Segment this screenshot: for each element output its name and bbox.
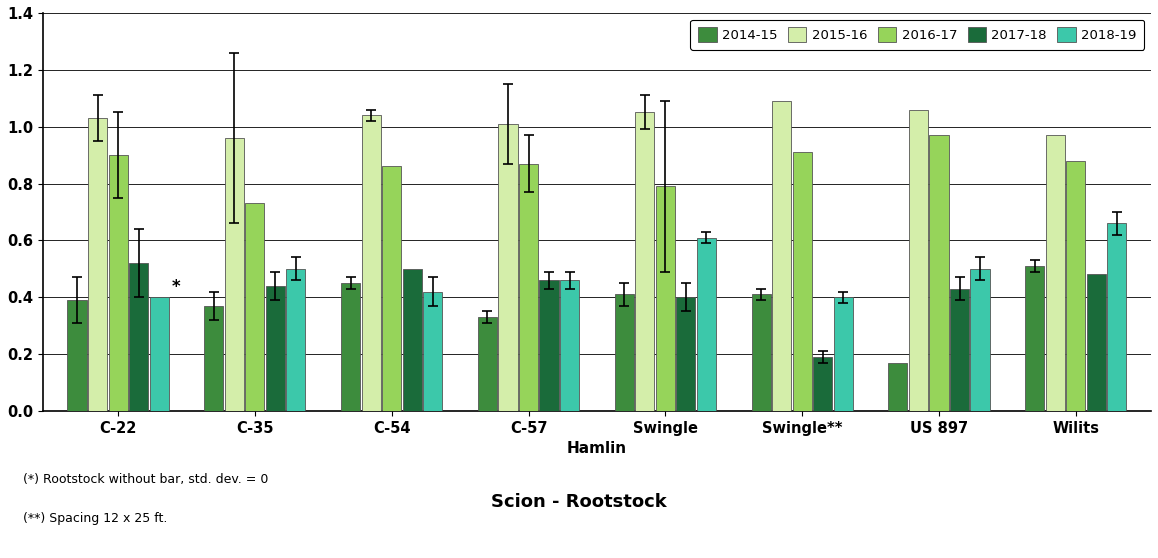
Bar bbox=[382, 166, 401, 411]
Bar bbox=[888, 363, 908, 411]
Bar bbox=[67, 300, 87, 411]
Bar bbox=[540, 280, 558, 411]
Bar bbox=[519, 163, 538, 411]
Bar bbox=[834, 297, 852, 411]
Bar bbox=[792, 152, 812, 411]
Bar bbox=[636, 113, 654, 411]
Bar bbox=[697, 238, 716, 411]
Bar bbox=[1046, 135, 1065, 411]
Bar bbox=[970, 269, 990, 411]
Bar bbox=[909, 109, 928, 411]
Bar bbox=[403, 269, 422, 411]
Bar bbox=[109, 155, 127, 411]
Bar bbox=[950, 288, 969, 411]
Bar bbox=[149, 297, 169, 411]
Bar bbox=[1107, 223, 1127, 411]
Bar bbox=[1025, 266, 1045, 411]
Bar bbox=[361, 116, 381, 411]
X-axis label: Hamlin: Hamlin bbox=[567, 441, 626, 456]
Bar bbox=[266, 286, 285, 411]
Bar bbox=[655, 186, 675, 411]
Bar bbox=[286, 269, 306, 411]
Bar bbox=[342, 283, 360, 411]
Bar bbox=[1067, 161, 1085, 411]
Bar bbox=[560, 280, 579, 411]
Bar bbox=[245, 204, 264, 411]
Bar bbox=[478, 317, 497, 411]
Bar bbox=[225, 138, 244, 411]
Text: Scion - Rootstock: Scion - Rootstock bbox=[491, 493, 667, 511]
Bar bbox=[772, 101, 791, 411]
Bar bbox=[813, 357, 833, 411]
Bar bbox=[88, 118, 107, 411]
Text: (**) Spacing 12 x 25 ft.: (**) Spacing 12 x 25 ft. bbox=[23, 512, 168, 526]
Bar bbox=[204, 306, 223, 411]
Bar bbox=[423, 291, 442, 411]
Bar bbox=[498, 124, 518, 411]
Text: *: * bbox=[171, 278, 179, 296]
Bar bbox=[1087, 275, 1106, 411]
Bar bbox=[752, 295, 771, 411]
Legend: 2014-15, 2015-16, 2016-17, 2017-18, 2018-19: 2014-15, 2015-16, 2016-17, 2017-18, 2018… bbox=[690, 20, 1144, 50]
Bar bbox=[129, 263, 148, 411]
Bar bbox=[930, 135, 948, 411]
Bar bbox=[676, 297, 696, 411]
Bar bbox=[615, 295, 633, 411]
Text: (*) Rootstock without bar, std. dev. = 0: (*) Rootstock without bar, std. dev. = 0 bbox=[23, 473, 269, 487]
